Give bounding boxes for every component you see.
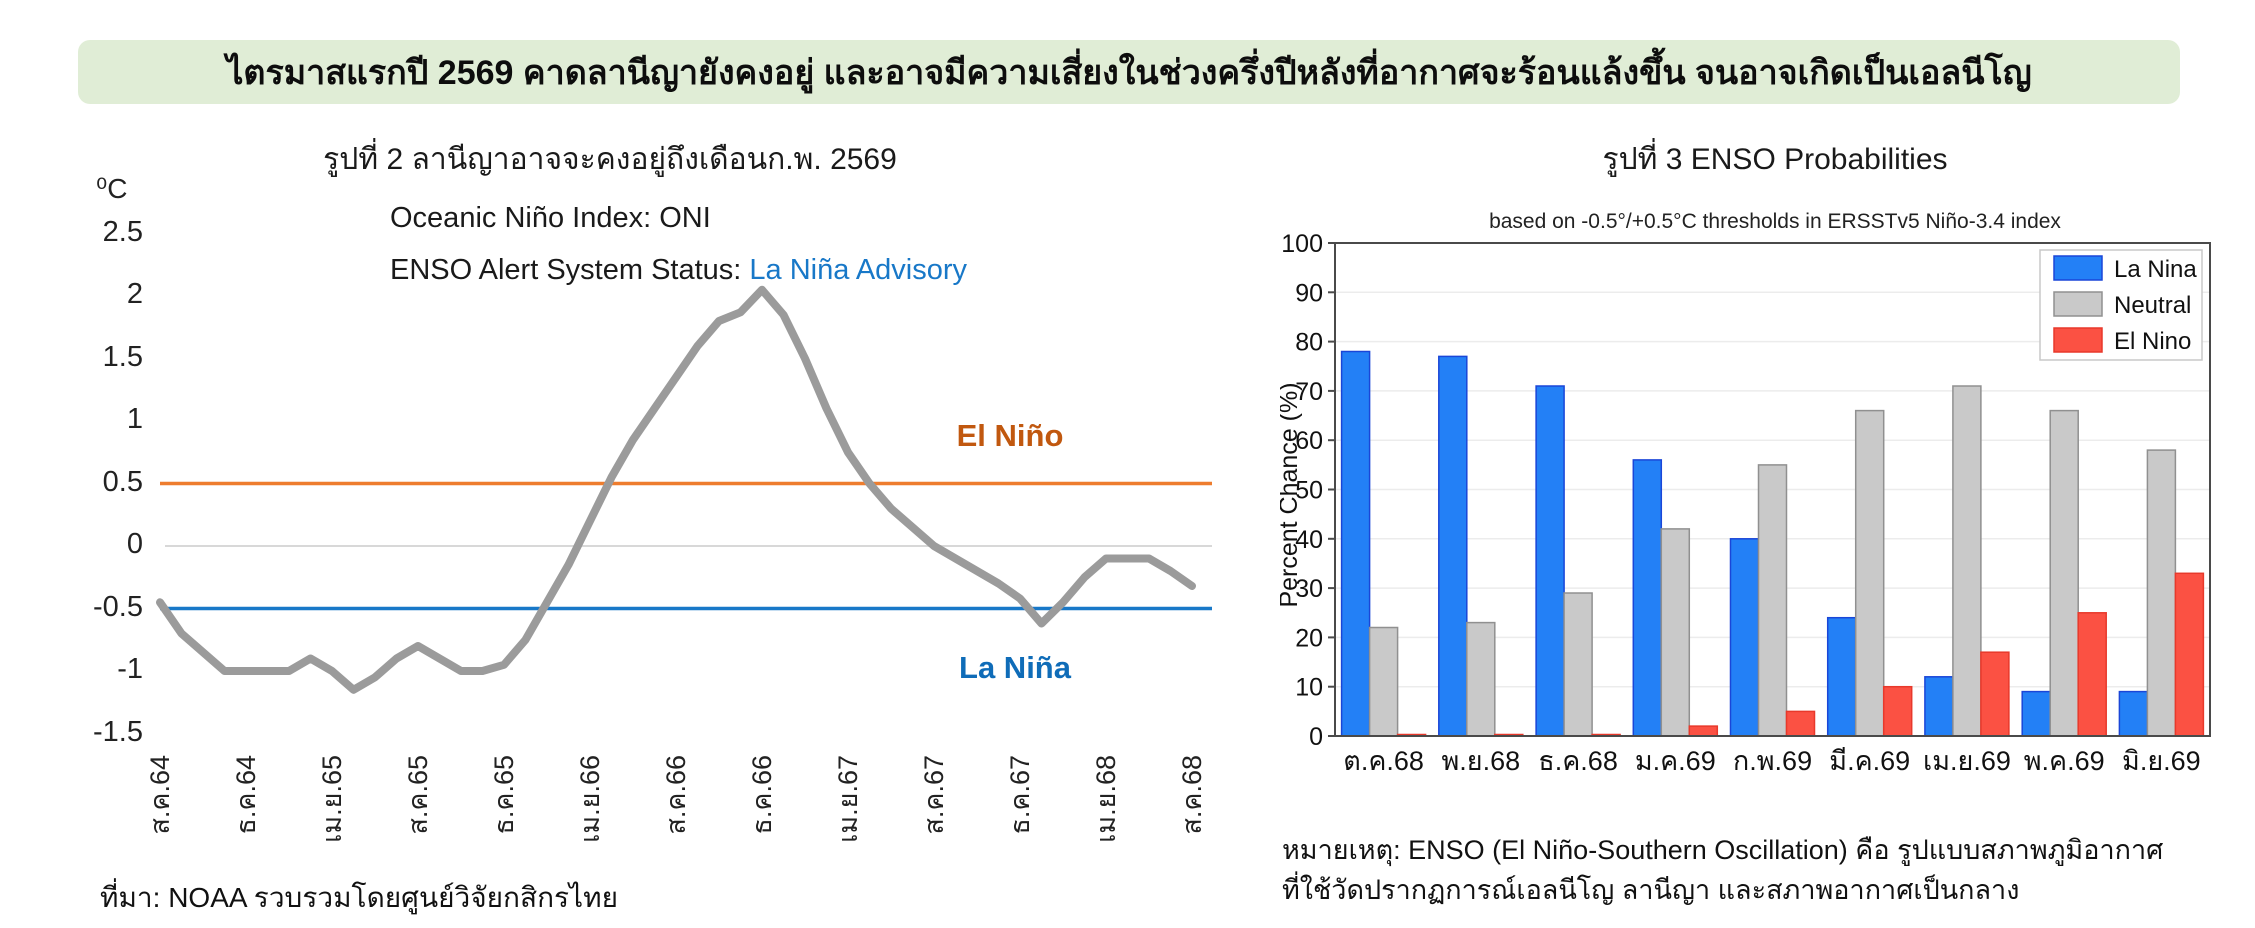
- left-xtick-label: ส.ค.65: [403, 755, 433, 835]
- bar-el-nino: [2077, 612, 2107, 737]
- bar-el-nino: [1882, 685, 1913, 737]
- left-xtick-label: เม.ย.66: [575, 755, 605, 843]
- right-xtick-label: ก.พ.69: [1733, 746, 1812, 776]
- left-xtick-label: เม.ย.68: [1091, 755, 1121, 843]
- left-xtick-label: ธ.ค.64: [231, 755, 261, 835]
- bar-neutral: [1466, 621, 1496, 737]
- right-xtick-label: มิ.ย.69: [2122, 746, 2201, 776]
- right-ytick-label: 70: [1295, 378, 1323, 406]
- bar-neutral: [1952, 385, 1982, 737]
- left-xtick-label: ธ.ค.65: [489, 755, 519, 835]
- source-note: ที่มา: NOAA รวบรวมโดยศูนย์วิจัยกสิกรไทย: [100, 882, 618, 913]
- left-ytick-label: -1.5: [93, 715, 143, 748]
- left-xtick-label: ส.ค.64: [145, 755, 175, 835]
- right-xtick-label: ธ.ค.68: [1538, 746, 1618, 776]
- bar-neutral: [1368, 626, 1399, 737]
- bar-la-nina: [1924, 676, 1954, 737]
- bar-el-nino: [1785, 710, 1816, 737]
- right-ytick-label: 100: [1281, 230, 1323, 258]
- right-xtick-label: พ.ค.69: [2024, 746, 2105, 776]
- left-ytick-label: 1.5: [102, 340, 143, 373]
- right-ytick-label: 80: [1295, 329, 1323, 357]
- bar-el-nino: [2174, 572, 2205, 737]
- right-ytick-label: 50: [1295, 477, 1323, 505]
- right-ytick-label: 10: [1295, 674, 1323, 702]
- bar-la-nina: [1729, 538, 1760, 737]
- right-ytick-label: 90: [1295, 279, 1323, 307]
- bar-la-nina: [2118, 690, 2149, 737]
- right-xtick-label: พ.ย.68: [1442, 746, 1521, 776]
- bar-neutral: [2049, 409, 2079, 737]
- left-ytick-label: 1: [126, 403, 143, 435]
- headline-text: ไตรมาสแรกปี 2569 คาดลานีญายังคงอยู่ และอ…: [226, 54, 2032, 92]
- right-ytick-label: 40: [1295, 526, 1323, 554]
- left-xtick-label: เม.ย.67: [833, 755, 863, 843]
- legend-la-nina-label: La Nina: [2114, 256, 2197, 283]
- bar-neutral: [1660, 528, 1691, 737]
- left-ytick-label: 2: [126, 278, 143, 310]
- right-xtick-label: ม.ค.69: [1635, 746, 1716, 776]
- oni-line-chart: [156, 285, 1212, 694]
- enso-alert-status: ENSO Alert System Status: La Niña Adviso…: [390, 254, 967, 287]
- bar-la-nina: [1438, 355, 1468, 737]
- bar-neutral: [1757, 464, 1788, 737]
- bar-el-nino: [1980, 651, 2010, 737]
- left-ytick-label: 0.5: [102, 465, 143, 498]
- bar-neutral: [1563, 592, 1593, 737]
- la-nina-annotation: La Niña: [959, 650, 1071, 685]
- right-xtick-label: มี.ค.69: [1829, 746, 1910, 776]
- right-ytick-label: 20: [1295, 624, 1323, 652]
- legend-la-nina-swatch: [2053, 255, 2103, 281]
- left-xtick-label: ส.ค.67: [919, 755, 949, 835]
- legend-el-nino-label: El Nino: [2114, 328, 2191, 355]
- bar-el-nino: [1688, 725, 1719, 737]
- footnote-line-2: ที่ใช้วัดปรากฏการณ์เอลนีโญ ลานีญา และสภา…: [1282, 875, 2020, 905]
- right-chart-subtitle: based on -0.5°/+0.5°C thresholds in ERSS…: [1489, 210, 2061, 233]
- enso-alert-status-label: ENSO Alert System Status:: [390, 254, 750, 286]
- left-xtick-label: ส.ค.68: [1177, 755, 1207, 835]
- right-ytick-label: 0: [1309, 723, 1323, 751]
- left-chart-title: รูปที่ 2 ลานีญาอาจจะคงอยู่ถึงเดือนก.พ. 2…: [323, 143, 897, 176]
- right-ytick-label: 30: [1295, 575, 1323, 603]
- bar-neutral: [2146, 449, 2177, 737]
- footnote-line-1: หมายเหตุ: ENSO (El Niño-Southern Oscilla…: [1282, 835, 2164, 865]
- left-xtick-label: เม.ย.65: [317, 755, 347, 843]
- legend-el-nino-swatch: [2053, 327, 2103, 353]
- footnote: หมายเหตุ: ENSO (El Niño-Southern Oscilla…: [1282, 830, 2247, 910]
- right-xtick-label: ต.ค.68: [1343, 746, 1424, 776]
- left-ytick-label: 0: [126, 528, 143, 560]
- enso-alert-status-value: La Niña Advisory: [749, 254, 968, 286]
- bar-neutral: [1854, 409, 1885, 737]
- right-xtick-label: เม.ย.69: [1923, 746, 2011, 776]
- bar-la-nina: [1340, 350, 1371, 737]
- enso-probabilities-bar-chart: ต.ค.68 พ.ย.68 ธ.ค.68 ม.ค.69 ก.พ.69 มี.ค.69 เม.…: [1280, 230, 2211, 776]
- bar-la-nina: [1632, 459, 1663, 737]
- right-ytick-label: 60: [1295, 427, 1323, 455]
- bar-la-nina: [1826, 616, 1857, 737]
- left-chart-subtitle: Oceanic Niño Index: ONI: [390, 202, 711, 234]
- legend-neutral-label: Neutral: [2114, 292, 2191, 319]
- left-xtick-label: ธ.ค.66: [747, 755, 777, 835]
- el-nino-annotation: El Niño: [956, 418, 1064, 453]
- bar-la-nina: [2021, 690, 2051, 737]
- left-ytick-label: -1: [117, 653, 143, 685]
- oni-line: [156, 285, 1196, 694]
- left-ytick-label: 2.5: [102, 215, 143, 248]
- right-chart-title: รูปที่ 3 ENSO Probabilities: [1602, 143, 1948, 176]
- plot-frame: [1334, 242, 2211, 737]
- bar-la-nina: [1535, 385, 1565, 737]
- headline-banner: ไตรมาสแรกปี 2569 คาดลานีญายังคงอยู่ และอ…: [78, 40, 2180, 104]
- right-y-axis-title: Percent Chance (%): [1280, 382, 1303, 607]
- left-ytick-label: -0.5: [93, 590, 143, 623]
- left-xtick-label: ส.ค.66: [661, 755, 691, 835]
- left-xtick-label: ธ.ค.67: [1005, 755, 1035, 835]
- legend-neutral-swatch: [2053, 291, 2103, 317]
- y-axis-unit-label: ⁰C: [96, 173, 128, 204]
